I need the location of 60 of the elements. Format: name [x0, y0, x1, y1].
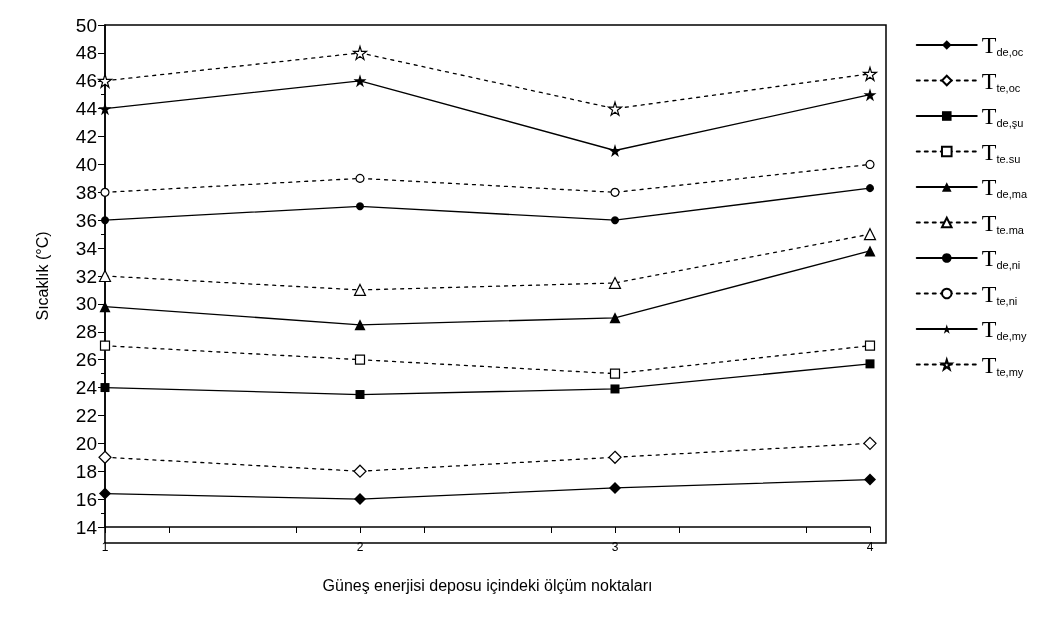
point	[354, 354, 366, 365]
y-tick-label: 38	[75, 181, 97, 203]
point	[354, 493, 366, 506]
point	[862, 66, 878, 81]
point	[98, 450, 112, 464]
point	[607, 101, 623, 116]
point	[352, 45, 368, 60]
point	[610, 187, 620, 197]
y-tick-label: 36	[75, 209, 97, 231]
point	[609, 368, 621, 379]
point	[608, 144, 622, 157]
y-tick-label: 46	[75, 70, 97, 92]
point	[353, 74, 367, 88]
y-tick-label: 16	[75, 488, 97, 510]
point	[99, 487, 111, 500]
point	[864, 245, 876, 257]
point	[355, 390, 365, 400]
point	[863, 228, 877, 241]
y-tick-label: 48	[75, 42, 97, 64]
x-tick-label: 4	[866, 540, 874, 554]
y-tick-label: 28	[75, 321, 97, 343]
point	[354, 319, 366, 331]
y-tick-label: 18	[75, 460, 97, 482]
point	[611, 216, 619, 225]
point	[100, 187, 110, 197]
point	[610, 384, 620, 394]
point	[864, 473, 876, 486]
point	[865, 159, 875, 170]
y-tick-label: 14	[75, 516, 98, 538]
point	[355, 173, 365, 183]
x-tick-label: 2	[356, 540, 364, 554]
x-tick-label: 3	[611, 540, 619, 554]
x-tick-label: 1	[101, 540, 109, 554]
point	[866, 184, 874, 193]
point	[99, 340, 111, 351]
point	[101, 216, 109, 225]
y-tick-label: 40	[75, 153, 97, 175]
y-tick-label: 32	[75, 265, 97, 287]
y-axis-title: Sıcaklık (°C)	[33, 231, 51, 321]
point	[863, 88, 877, 102]
point	[608, 450, 622, 464]
y-tick-label: 42	[75, 126, 97, 148]
x-axis-title: Güneş enerjisi deposu içindeki ölçüm noktaları	[322, 576, 653, 594]
point	[609, 312, 621, 324]
point	[863, 436, 877, 450]
point	[356, 202, 364, 211]
point	[864, 340, 876, 351]
y-tick-label: 24	[75, 377, 98, 399]
point	[353, 283, 367, 297]
y-tick-label: 20	[75, 432, 97, 454]
point	[353, 464, 367, 478]
point	[608, 276, 622, 290]
y-tick-label: 50	[75, 14, 97, 36]
y-tick-label: 44	[75, 98, 98, 120]
point	[865, 359, 875, 369]
y-tick-label: 26	[75, 349, 97, 371]
point	[609, 481, 621, 494]
y-tick-label: 30	[75, 293, 97, 315]
y-tick-label: 34	[75, 237, 98, 259]
y-tick-label: 22	[75, 404, 97, 426]
